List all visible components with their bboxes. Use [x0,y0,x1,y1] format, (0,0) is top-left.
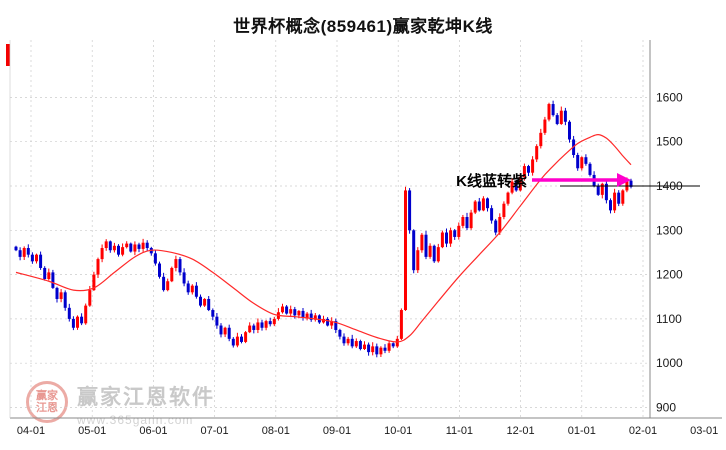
watermark-logo-icon: 赢家江恩 [26,381,68,423]
x-tick-label: 03-01 [690,425,718,437]
x-axis-labels: 04-01 05-01 06-01 07-01 08-01 09-01 10-01 11-01… [17,425,718,437]
x-tick-label: 10-01 [384,425,412,437]
y-tick-label: 900 [656,401,676,415]
y-tick-label: 1200 [656,268,683,282]
x-tick-label: 02-01 [629,425,657,437]
watermark: 赢家江恩 赢家江恩软件 www.365gann.com [26,381,215,427]
y-tick-label: 1600 [656,90,683,104]
x-tick-label: 11-01 [446,425,473,437]
watermark-url: www.365gann.com [77,413,194,427]
annotation: K线蓝转紫 [456,172,631,190]
y-tick-label: 1000 [656,356,683,370]
watermark-name: 赢家江恩软件 [77,386,215,409]
x-tick-label: 05-01 [78,425,106,437]
candlestick-series[interactable] [14,100,633,358]
x-tick-label: 01-01 [568,425,596,437]
left-edge-marker [6,44,10,66]
x-tick-label: 06-01 [139,425,167,437]
annotation-arrow-head-icon [617,173,631,187]
watermark-logo-text: 赢家江恩 [36,389,58,414]
x-tick-label: 09-01 [323,425,351,437]
page-title: 世界杯概念(859461)赢家乾坤K线 [233,17,493,36]
axes [9,40,722,419]
y-tick-label: 1300 [656,223,683,237]
grid-lines [10,40,650,418]
x-tick-label: 12-01 [507,425,535,437]
x-tick-label: 07-01 [201,425,229,437]
x-tick-label: 08-01 [262,425,290,437]
y-tick-label: 1100 [656,312,682,326]
y-tick-label: 1500 [656,135,683,149]
x-tick-label: 04-01 [17,425,45,437]
ma-line [15,134,632,343]
annotation-label: K线蓝转紫 [456,172,527,190]
